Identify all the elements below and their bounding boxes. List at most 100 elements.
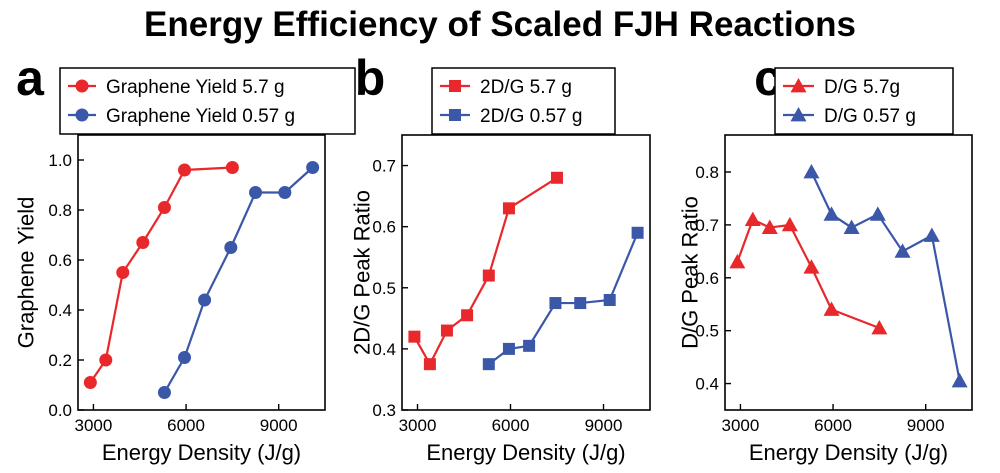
plot-frame — [724, 134, 973, 411]
y-tick-label: 0.4 — [695, 375, 719, 394]
series-small — [482, 226, 644, 371]
legend: D/G 5.7g D/G 0.57 g — [774, 67, 954, 135]
legend-label: 2D/G 0.57 g — [480, 106, 582, 127]
legend-marker — [449, 80, 461, 92]
data-point — [157, 386, 171, 399]
data-point — [574, 297, 587, 310]
data-point — [894, 243, 911, 258]
legend-label: 2D/G 5.7 g — [480, 77, 572, 98]
data-point — [603, 294, 616, 306]
legend-marker — [75, 79, 89, 93]
plot-frame — [77, 134, 326, 411]
data-point — [631, 226, 644, 239]
panels-group: a 3000 6000 9000 0.0 0.2 0.4 0.6 0.8 1.0 Energy De… — [14, 50, 973, 465]
legend-box — [431, 67, 616, 135]
data-point — [249, 186, 263, 199]
x-tick-label: 6000 — [492, 416, 530, 435]
data-point — [83, 376, 97, 389]
data-point — [178, 351, 192, 364]
y-axis-label: Graphene Yield — [14, 197, 39, 349]
series-large — [729, 211, 888, 335]
y-axis-label: D/G Peak Ratio — [678, 196, 703, 349]
series-large — [408, 171, 563, 371]
x-tick-label: 6000 — [167, 416, 205, 435]
panel-letter-b: b — [355, 50, 386, 106]
y-tick-label: 0.8 — [695, 163, 719, 182]
y-tick-label: 0.4 — [48, 301, 72, 320]
series-line — [736, 218, 880, 330]
x-tick-label: 9000 — [260, 416, 298, 435]
data-point — [803, 259, 820, 274]
legend-label: D/G 5.7g — [824, 77, 900, 98]
panel-a: a 3000 6000 9000 0.0 0.2 0.4 0.6 0.8 1.0 Energy De… — [14, 50, 356, 465]
y-axis-label: 2D/G Peak Ratio — [350, 190, 375, 355]
legend-label: Graphene Yield 5.7 g — [106, 77, 285, 98]
data-point — [423, 358, 436, 371]
data-point — [198, 293, 212, 307]
x-axis-label: Energy Density (J/g) — [749, 440, 948, 465]
y-tick-label: 0.6 — [372, 218, 396, 237]
data-point — [157, 201, 171, 214]
data-point — [482, 358, 495, 371]
y-tick-label: 1.0 — [48, 151, 72, 170]
legend-label: D/G 0.57 g — [824, 106, 916, 127]
data-point — [278, 186, 292, 199]
data-point — [951, 372, 968, 388]
series-small — [803, 164, 968, 388]
data-point — [823, 206, 840, 221]
y-tick-label: 0.4 — [372, 340, 396, 359]
legend: Graphene Yield 5.7 g Graphene Yield 0.57 … — [59, 67, 356, 135]
data-point — [440, 324, 453, 337]
series-line — [89, 166, 233, 384]
data-point — [306, 161, 320, 174]
data-point — [549, 297, 562, 310]
data-point — [225, 161, 239, 174]
panel-b: b 3000 6000 9000 0.3 0.4 0.5 0.6 0.7 Energy Densi… — [350, 50, 651, 465]
data-point — [823, 301, 840, 316]
legend-box — [59, 67, 356, 135]
data-point — [482, 269, 495, 282]
data-point — [178, 163, 192, 177]
y-tick-label: 0.5 — [372, 279, 396, 298]
y-tick-label: 0.7 — [372, 157, 396, 176]
legend-box — [774, 67, 954, 135]
data-point — [923, 227, 940, 242]
x-axis-label: Energy Density (J/g) — [426, 440, 625, 465]
figure-title: Energy Efficiency of Scaled FJH Reaction… — [144, 5, 856, 44]
series-large — [83, 161, 239, 389]
y-tick-label: 0.7 — [695, 216, 719, 235]
data-point — [502, 202, 515, 215]
x-tick-label: 9000 — [585, 416, 623, 435]
data-point — [224, 241, 238, 254]
y-tick-label: 0.6 — [695, 269, 719, 288]
data-point — [408, 330, 421, 343]
y-tick-label: 0.3 — [372, 401, 396, 420]
data-point — [871, 320, 888, 335]
data-point — [843, 219, 860, 234]
x-tick-label: 3000 — [722, 416, 760, 435]
data-point — [744, 211, 761, 227]
legend-marker — [790, 78, 807, 93]
data-point — [523, 339, 536, 352]
legend-marker — [790, 107, 807, 122]
series-line — [810, 171, 961, 382]
data-point — [502, 342, 515, 355]
y-tick-label: 0.8 — [48, 201, 72, 220]
y-tick-label: 0.6 — [48, 251, 72, 270]
data-point — [99, 353, 113, 367]
data-point — [461, 309, 474, 322]
legend: 2D/G 5.7 g 2D/G 0.57 g — [431, 67, 616, 135]
y-tick-label: 0.5 — [695, 322, 719, 341]
data-point — [761, 219, 778, 234]
series-small — [157, 161, 320, 399]
data-point — [781, 216, 798, 232]
panel-letter-a: a — [16, 50, 45, 106]
y-tick-label: 0.0 — [48, 401, 72, 420]
x-axis-label: Energy Density (J/g) — [102, 440, 301, 465]
data-point — [551, 171, 563, 184]
data-point — [803, 164, 820, 179]
x-tick-label: 3000 — [75, 416, 113, 435]
data-point — [136, 236, 150, 249]
